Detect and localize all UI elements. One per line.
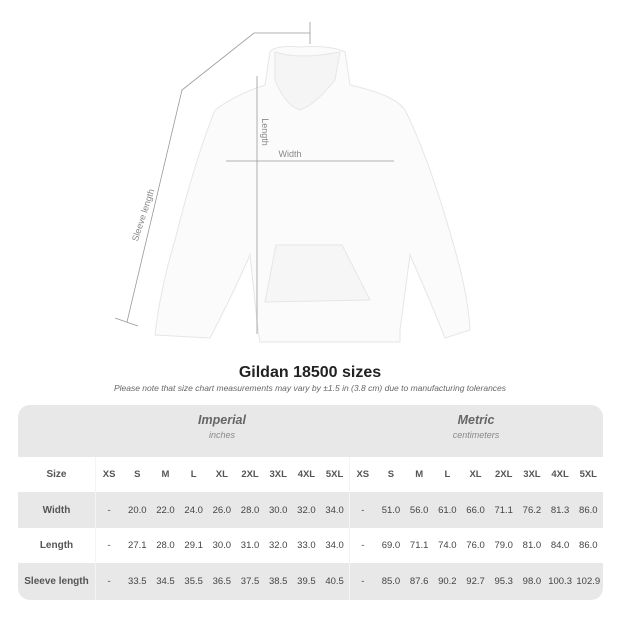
table-cell: 100.3 [548,576,572,587]
table-cell: 36.5 [212,576,232,587]
metric-header: Metric centimeters [349,413,603,440]
table-cell: 84.0 [550,540,570,551]
size-header-cell: 4XL [551,469,569,480]
table-cell: 35.5 [184,576,203,587]
table-row: Width - 20.0 22.0 24.0 26.0 28.0 30.0 32.0 34.0 - 5… [18,492,603,528]
length-label: Length [260,118,270,146]
table-cell: 66.0 [466,504,485,516]
table-cell: 24.0 [184,504,203,516]
table-cell: 26.0 [212,504,232,516]
tolerance-note: Please note that size chart measurements… [113,383,507,393]
table-cell: 32.0 [268,540,288,551]
size-header-cell: XL [469,469,482,480]
sleeve-length-line [126,32,310,323]
table-cell: 40.5 [325,576,344,587]
table-cell: 31.0 [240,540,260,551]
table-cell: 71.1 [494,504,513,516]
sleeve-tick-bottom [114,317,139,327]
imperial-header: Imperial inches [95,413,349,440]
table-cell: - [361,504,365,516]
table-cell: 98.0 [522,576,542,587]
table-cell: 81.3 [550,504,570,516]
size-header-cell: 3XL [523,469,541,480]
size-header-cell: S [387,469,395,480]
table-cell: 28.0 [240,504,260,516]
table-cell: 29.1 [184,540,203,551]
hoodie-illustration [154,46,471,343]
table-cell: 81.0 [522,540,542,551]
table-cell: 33.5 [128,576,147,587]
table-cell: 69.0 [381,540,401,551]
table-cell: - [361,576,365,587]
imperial-title: Imperial [198,413,246,427]
size-header-cell: S [134,469,141,480]
table-cell: - [107,576,111,587]
table-cell: 102.9 [576,576,601,587]
size-header-cell: XS [356,469,370,480]
table-cell: 85.0 [381,576,401,587]
table-cell: 92.7 [466,576,485,587]
table-cell: 34.5 [156,576,175,587]
table-cell: 86.0 [579,540,598,551]
table-cell: 87.6 [409,576,429,587]
table-cell: 38.5 [268,576,288,587]
table-cell: 30.0 [212,540,232,551]
page-title: Gildan 18500 sizes [238,364,382,381]
table-cell: 61.0 [438,504,457,516]
size-header-cell: L [190,469,197,480]
size-header-cell: M [415,469,424,480]
table-cell: - [361,540,365,551]
table-cell: 56.0 [409,504,429,516]
size-header-cell: 5XL [579,469,597,480]
size-header-cell: L [444,469,451,480]
table-cell: 32.0 [297,504,316,516]
size-header-cell: 4XL [297,469,316,480]
table-cell: 76.0 [466,540,485,551]
table-cell: 22.0 [156,504,175,516]
row-label: Size [46,469,67,480]
table-cell: 20.0 [128,504,147,516]
size-header-cell: XS [102,469,116,480]
table-cell: 27.1 [128,540,147,551]
row-label: Sleeve length [24,576,89,587]
table-cell: - [107,504,111,516]
size-header-cell: 5XL [325,469,344,480]
table-cell: 34.0 [325,540,344,551]
table-cell: 76.2 [522,504,542,516]
size-header-row: Size XS S M L XL 2XL 3XL 4XL 5XL XS S M L XL 2XL 3XL 4XL 5… [18,457,603,492]
table-cell: 37.5 [240,576,260,587]
table-cell: 39.5 [297,576,316,587]
imperial-unit: inches [208,430,235,440]
table-cell: 90.2 [438,576,457,587]
table-cell: 51.0 [381,504,401,516]
width-label: Width [278,149,301,159]
size-header-cell: XL [215,469,228,480]
table-row: Length - 27.1 28.0 29.1 30.0 31.0 32.0 33.0 34.0 -… [18,528,603,563]
size-table: Imperial inches Metric centimeters Size X… [18,405,603,600]
table-cell: 30.0 [268,504,288,516]
row-label: Length [39,540,74,551]
table-cell: 86.0 [579,504,598,516]
table-cell: 79.0 [494,540,513,551]
table-cell: - [107,540,111,551]
metric-unit: centimeters [452,430,500,440]
table-cell: 28.0 [156,540,175,551]
table-cell: 33.0 [297,540,316,551]
table-cell: 71.1 [409,540,429,551]
size-header-cell: 2XL [241,469,259,480]
metric-title: Metric [457,413,495,427]
table-cell: 74.0 [438,540,457,551]
hoodie-diagram: Sleeve length Length Width [114,22,471,343]
size-header-cell: M [161,469,170,480]
size-header-cell: 2XL [495,469,513,480]
table-row: Sleeve length - 33.5 34.5 35.5 36.5 37.5 38.5 39… [18,563,603,600]
table-cell: 34.0 [325,504,344,516]
row-label: Width [42,504,71,516]
size-header-cell: 3XL [269,469,287,480]
table-cell: 95.3 [494,576,513,587]
